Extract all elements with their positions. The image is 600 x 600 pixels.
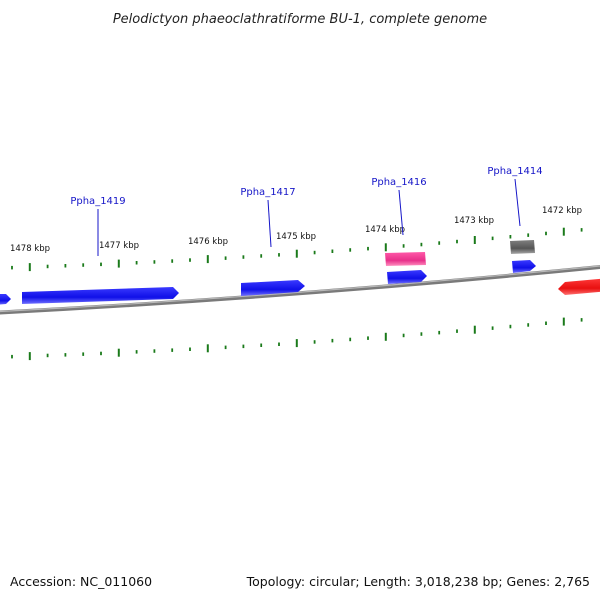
accession-text: Accession: NC_011060	[10, 574, 152, 589]
genome-summary-text: Topology: circular; Length: 3,018,238 bp…	[246, 574, 590, 589]
gene-arrow-ppha-1417[interactable]	[241, 280, 305, 296]
scale-label-1476: 1476 kbp	[188, 237, 228, 247]
gene-arrow-partial-left[interactable]	[0, 294, 11, 305]
genome-backbone-highlight	[0, 265, 600, 313]
gene-label-ppha-1419[interactable]: Ppha_1419	[70, 196, 125, 207]
gene-leader-ppha-1416	[398, 189, 404, 236]
scale-label-1475: 1475 kbp	[276, 232, 316, 242]
gene-arrow-ppha-1413[interactable]	[512, 260, 536, 273]
scale-label-1472: 1472 kbp	[542, 206, 582, 216]
gene-label-ppha-1416[interactable]: Ppha_1416	[371, 177, 426, 188]
gene-label-ppha-1417[interactable]: Ppha_1417	[240, 187, 295, 198]
map-title: Pelodictyon phaeoclathratiforme BU-1, co…	[113, 12, 487, 27]
inner-scale-ticks	[11, 317, 583, 361]
gene-label-ppha-1414[interactable]: Ppha_1414	[487, 166, 542, 177]
gene-leader-ppha-1414	[514, 178, 521, 227]
scale-label-1473: 1473 kbp	[454, 216, 494, 226]
gene-box-ppha-1416[interactable]	[385, 252, 426, 266]
gene-box-ppha-1414[interactable]	[510, 240, 535, 254]
scale-label-1477: 1477 kbp	[99, 241, 139, 251]
gene-arrow-reverse-right[interactable]	[558, 278, 600, 295]
gene-leader-ppha-1417	[267, 199, 272, 248]
scale-label-1478: 1478 kbp	[10, 244, 50, 254]
gene-arrow-ppha-1419[interactable]	[22, 287, 179, 304]
outer-scale-ticks	[11, 227, 583, 272]
genome-backbone	[0, 264, 600, 315]
gene-arrow-ppha-1415[interactable]	[387, 270, 427, 284]
scale-label-1474: 1474 kbp	[365, 225, 405, 235]
